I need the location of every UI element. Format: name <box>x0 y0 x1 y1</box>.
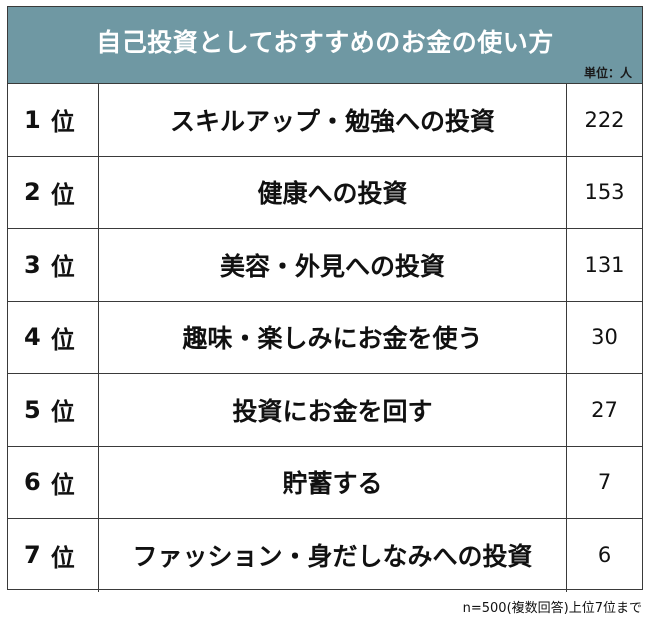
table-row: 5 位投資にお金を回す 27 <box>8 374 642 447</box>
table-row: 4 位趣味・楽しみにお金を使う 30 <box>8 301 642 374</box>
category-label: 健康への投資 <box>99 156 567 228</box>
category-label: スキルアップ・勉強への投資 <box>99 84 567 156</box>
rank-number: 4 <box>24 323 41 352</box>
count-value: 7 <box>597 470 612 495</box>
rank-number: 3 <box>24 250 41 279</box>
rank-suffix: 位 <box>50 398 75 427</box>
table-row: 2 位健康への投資 153 <box>8 156 642 229</box>
rank-number: 1 <box>24 105 41 134</box>
rank-suffix: 位 <box>50 253 75 282</box>
table-header: 自己投資としておすすめのお金の使い方 単位：人 <box>8 7 642 84</box>
rank-suffix: 位 <box>50 470 75 499</box>
unit-label: 単位：人 <box>583 66 632 80</box>
category-label: 趣味・楽しみにお金を使う <box>99 301 567 373</box>
table-title: 自己投資としておすすめのお金の使い方 <box>96 28 554 57</box>
footnote: n=500(複数回答)上位7位まで <box>462 601 642 616</box>
count-value: 6 <box>597 543 612 568</box>
rank-suffix: 位 <box>50 108 75 137</box>
rank-suffix: 位 <box>50 180 75 209</box>
table-row: 6 位貯蓄する 7 <box>8 446 642 519</box>
table-row: 1 位スキルアップ・勉強への投資 222 <box>8 84 642 157</box>
rank-number: 5 <box>24 395 41 424</box>
rank-number: 7 <box>24 541 41 570</box>
count-value: 153 <box>584 180 625 205</box>
table-body: 1 位スキルアップ・勉強への投資 222 2 位健康への投資 153 3 位美容・外見への投資… <box>8 84 642 592</box>
category-label: 美容・外見への投資 <box>99 229 567 301</box>
table-row: 7 位ファッション・身だしなみへの投資 6 <box>8 519 642 592</box>
ranking-table: 自己投資としておすすめのお金の使い方 単位：人 1 位スキルアップ・勉強への投資 2… <box>7 6 643 592</box>
category-label: 貯蓄する <box>99 446 567 518</box>
category-label: ファッション・身だしなみへの投資 <box>99 519 567 592</box>
rank-suffix: 位 <box>50 325 75 354</box>
rank-number: 6 <box>24 468 41 497</box>
category-label: 投資にお金を回す <box>99 374 567 446</box>
table-row: 3 位美容・外見への投資 131 <box>8 229 642 302</box>
count-value: 222 <box>584 107 625 132</box>
count-value: 131 <box>584 252 625 277</box>
rank-number: 2 <box>24 178 41 207</box>
count-value: 27 <box>591 397 618 422</box>
rank-suffix: 位 <box>50 543 75 572</box>
count-value: 30 <box>591 325 618 350</box>
